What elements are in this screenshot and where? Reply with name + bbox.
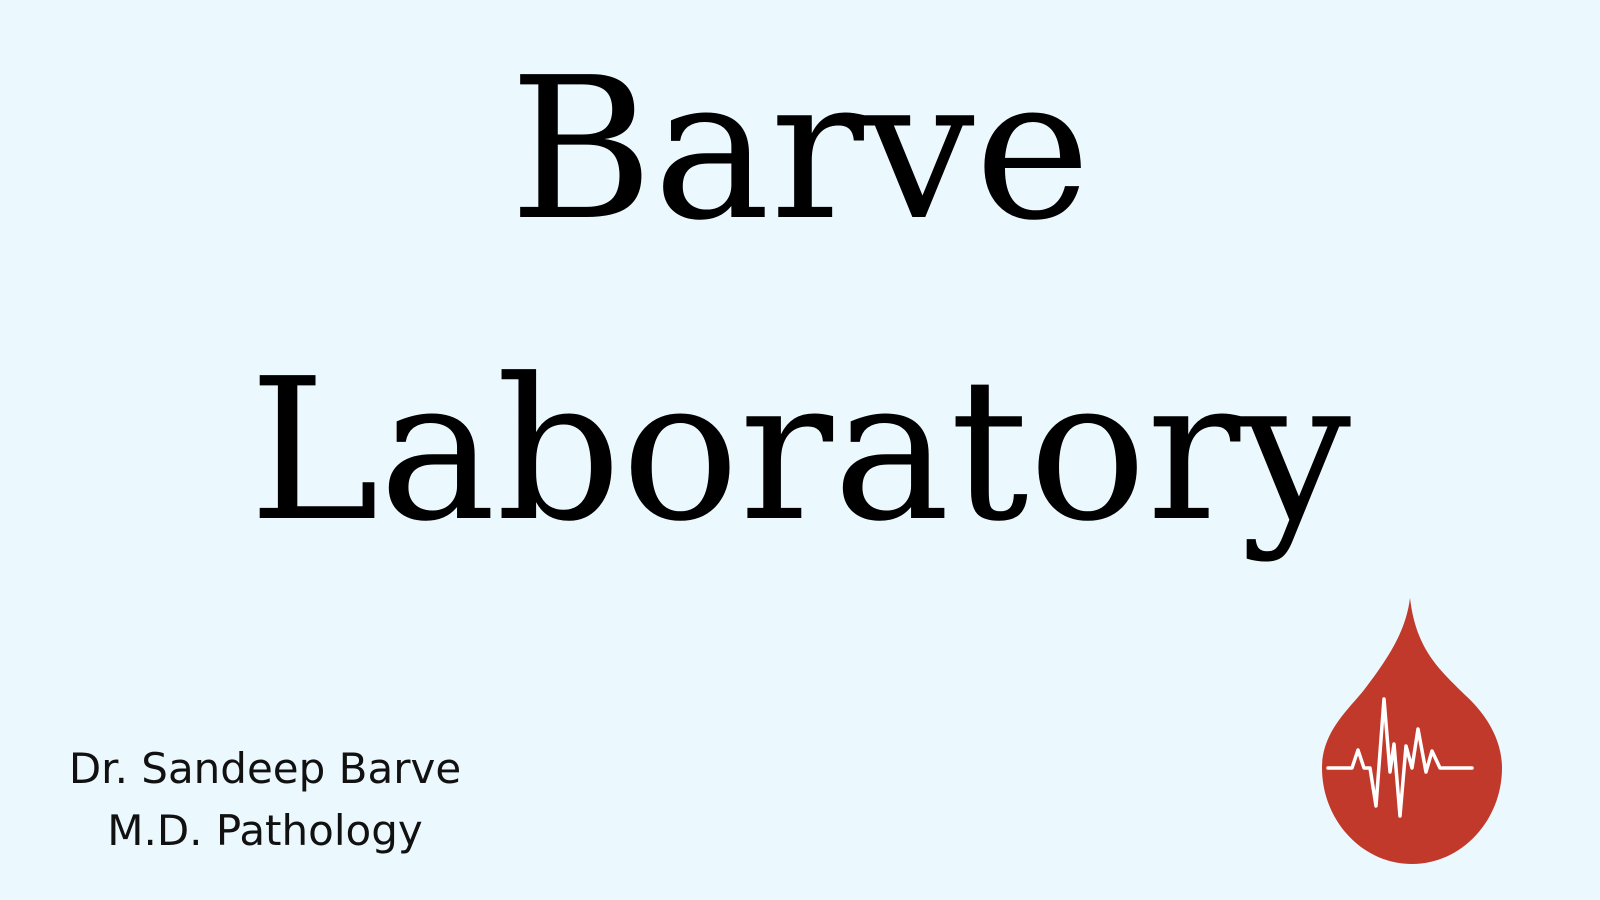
blood-drop-heartbeat-icon	[1322, 598, 1502, 864]
doctor-name: Dr. Sandeep Barve	[68, 744, 462, 793]
doctor-qualification: M.D. Pathology	[107, 806, 423, 855]
doctor-info: Dr. Sandeep Barve M.D. Pathology	[40, 738, 490, 862]
title-line-1: Barve	[509, 36, 1091, 264]
heartbeat-line	[1326, 697, 1474, 818]
blood-drop-shape	[1322, 598, 1502, 864]
title-line-2: Laboratory	[248, 337, 1352, 565]
